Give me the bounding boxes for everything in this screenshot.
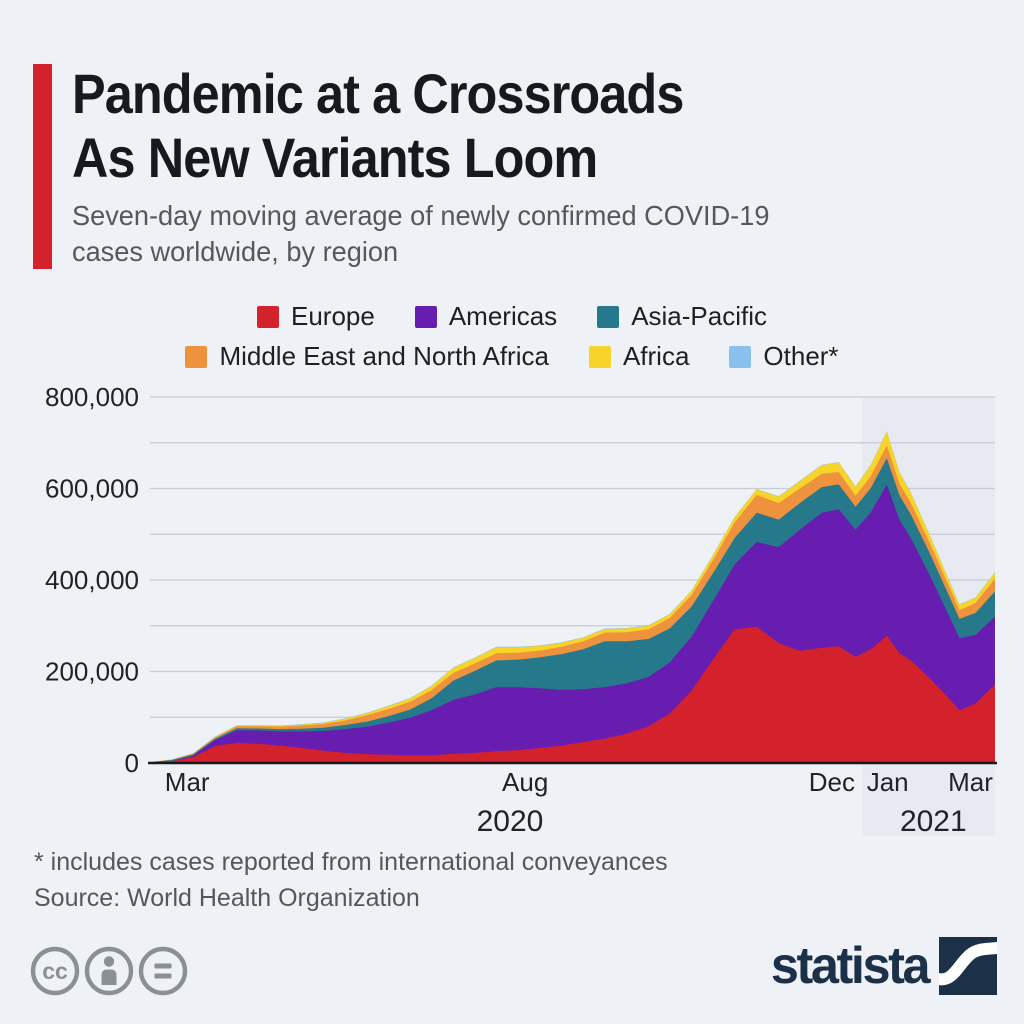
year-label-2020: 2020 — [477, 805, 544, 838]
y-tick-label-800000: 800,000 — [45, 383, 139, 412]
legend-swatch — [729, 345, 752, 368]
x-tick-label-jan: Jan — [867, 767, 909, 797]
equals-icon — [138, 946, 188, 996]
statista-logo-icon — [939, 937, 997, 995]
year-label-2021: 2021 — [900, 805, 967, 838]
legend-label: Africa — [622, 341, 690, 371]
legend-swatch — [185, 345, 208, 368]
legend-label: Middle East and North Africa — [219, 341, 549, 371]
y-tick-label-600000: 600,000 — [45, 474, 139, 504]
legend-item-americas: Americas — [414, 301, 558, 332]
chart-footnote: * includes cases reported from internati… — [34, 848, 668, 876]
title-line-1: Pandemic at a Crossroads — [72, 62, 684, 125]
svg-text:cc: cc — [42, 958, 68, 984]
subtitle-line-1: Seven-day moving average of newly confir… — [72, 200, 770, 231]
x-tick-label-dec: Dec — [809, 767, 855, 797]
chart-legend: Europe Americas Asia-Pacific Middle East an… — [0, 301, 1024, 372]
x-tick-label-mar: Mar — [948, 767, 993, 797]
x-tick-label-aug: Aug — [502, 767, 548, 797]
y-tick-label-400000: 400,000 — [45, 565, 139, 595]
chart-canvas: 0 200,000 400,000 600,000 800,000 Mar Aug Dec Ja… — [45, 383, 997, 838]
legend-item-other-: Other* — [729, 341, 839, 372]
legend-swatch — [256, 305, 279, 328]
legend-swatch — [597, 305, 620, 328]
x-tick-label-mar: Mar — [165, 767, 210, 797]
creative-commons-icons: cc — [30, 946, 188, 996]
legend-swatch — [588, 345, 611, 368]
legend-row: Middle East and North Africa Africa Other* — [185, 341, 839, 372]
legend-item-asia-pacific: Asia-Pacific — [597, 301, 767, 332]
title-accent-bar — [33, 64, 52, 269]
legend-item-europe: Europe — [256, 301, 375, 332]
attribution-icon — [84, 946, 134, 996]
legend-item-middle-east-and-north-africa: Middle East and North Africa — [185, 341, 549, 372]
page-title: Pandemic at a Crossroads As New Variants… — [72, 62, 882, 190]
subtitle-line-2: cases worldwide, by region — [72, 235, 399, 267]
legend-label: Asia-Pacific — [631, 301, 768, 331]
page-subtitle: Seven-day moving average of newly confir… — [72, 198, 984, 270]
legend-row: Europe Americas Asia-Pacific — [256, 301, 767, 332]
source-credit: Source: World Health Organization — [34, 884, 420, 912]
statista-branding: statista — [600, 936, 997, 996]
legend-label: Other* — [763, 341, 839, 371]
legend-item-africa: Africa — [588, 341, 690, 372]
statista-logo-text: statista — [770, 937, 931, 995]
legend-label: Europe — [290, 301, 375, 331]
y-tick-label-0: 0 — [125, 748, 139, 778]
y-tick-label-200000: 200,000 — [45, 657, 139, 687]
legend-swatch — [414, 305, 437, 328]
legend-label: Americas — [448, 301, 558, 331]
cc-icon: cc — [30, 946, 80, 996]
title-line-2: As New Variants Loom — [72, 125, 598, 189]
area-series-europe — [150, 626, 995, 763]
